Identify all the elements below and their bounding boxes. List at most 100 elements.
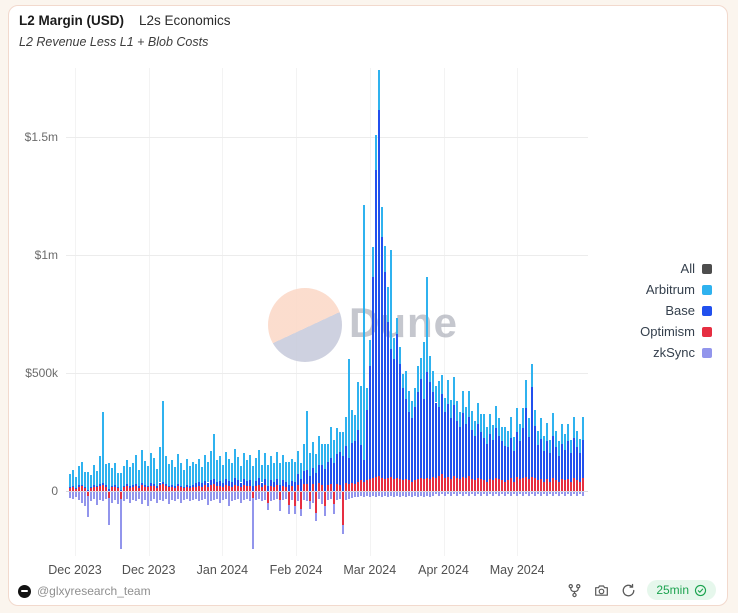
fork-icon[interactable] bbox=[566, 582, 582, 598]
bar-segment-base bbox=[537, 444, 539, 481]
bar-segment-zksync-negative bbox=[90, 492, 92, 502]
bar-segment-optimism bbox=[189, 487, 191, 491]
bar-segment-zksync-negative bbox=[261, 492, 263, 502]
bar-segment-arbitrum bbox=[120, 473, 122, 490]
bar-segment-arbitrum bbox=[486, 427, 488, 444]
bar-segment-base bbox=[267, 485, 269, 491]
legend-item-all[interactable]: All bbox=[681, 261, 712, 276]
bar-segment-arbitrum bbox=[123, 465, 125, 486]
bar-segment-base bbox=[303, 471, 305, 485]
bar-segment-arbitrum bbox=[489, 414, 491, 435]
bar-segment-optimism-negative bbox=[333, 492, 335, 504]
bar-segment-arbitrum bbox=[444, 397, 446, 412]
bar-segment-optimism bbox=[93, 486, 95, 491]
bar-segment-base bbox=[243, 479, 245, 486]
bar-segment-arbitrum bbox=[213, 433, 215, 479]
bar-segment-arbitrum bbox=[249, 455, 251, 480]
bar-segment-base bbox=[171, 484, 173, 487]
refresh-history-icon[interactable] bbox=[620, 582, 636, 598]
bar-segment-optimism bbox=[330, 483, 332, 491]
bar-segment-base bbox=[321, 464, 323, 485]
bar-segment-zksync-negative bbox=[525, 492, 527, 495]
dashboard-context[interactable]: L2s Economics bbox=[139, 13, 231, 28]
bar-segment-zksync-negative bbox=[162, 492, 164, 502]
bar-segment-base bbox=[363, 460, 365, 482]
bar-segment-base bbox=[318, 464, 320, 484]
bar-segment-zksync-negative bbox=[477, 492, 479, 495]
screenshot-camera-icon[interactable] bbox=[593, 582, 609, 598]
bar-segment-base bbox=[105, 485, 107, 487]
bar-segment-base bbox=[348, 457, 350, 484]
bar-segment-optimism bbox=[369, 479, 371, 491]
legend-item-arbitrum[interactable]: Arbitrum bbox=[646, 282, 712, 297]
bar-segment-arbitrum bbox=[573, 416, 575, 438]
bar-segment-zksync-negative bbox=[456, 492, 458, 496]
bar-segment-base bbox=[480, 432, 482, 480]
bar-segment-arbitrum bbox=[309, 453, 311, 476]
bar-segment-base bbox=[456, 421, 458, 478]
bar-segment-arbitrum bbox=[333, 440, 335, 463]
bar-segment-arbitrum bbox=[252, 465, 254, 486]
refresh-status-pill[interactable]: 25min bbox=[647, 580, 716, 600]
bar-segment-optimism bbox=[384, 479, 386, 491]
bar-segment-arbitrum bbox=[363, 205, 365, 461]
bar-segment-base bbox=[549, 453, 551, 482]
bar-segment-optimism-negative bbox=[279, 492, 281, 501]
bar-segment-optimism bbox=[141, 485, 143, 491]
bar-segment-arbitrum bbox=[153, 458, 155, 485]
bar-segment-zksync-negative bbox=[498, 492, 500, 496]
bar-segment-base bbox=[471, 429, 473, 480]
bar-segment-zksync-negative bbox=[249, 492, 251, 502]
bar-segment-zksync-negative bbox=[279, 500, 281, 511]
bar-segment-optimism bbox=[156, 487, 158, 491]
bar-segment-arbitrum bbox=[420, 357, 422, 379]
bar-segment-optimism bbox=[318, 483, 320, 491]
bar-segment-base bbox=[582, 440, 584, 478]
bar-segment-arbitrum bbox=[423, 342, 425, 399]
legend-item-base[interactable]: Base bbox=[665, 303, 712, 318]
bar-segment-base bbox=[252, 485, 254, 491]
bar-segment-arbitrum bbox=[330, 427, 332, 458]
bar-segment-arbitrum bbox=[579, 439, 581, 454]
bar-segment-optimism bbox=[327, 485, 329, 491]
bar-segment-zksync-negative bbox=[537, 492, 539, 495]
legend-item-optimism[interactable]: Optimism bbox=[640, 324, 712, 339]
bar-segment-zksync-negative bbox=[126, 492, 128, 500]
bar-segment-arbitrum bbox=[90, 475, 92, 488]
bar-segment-base bbox=[159, 482, 161, 486]
bar-segment-arbitrum bbox=[93, 465, 95, 486]
bar-segment-base bbox=[408, 411, 410, 481]
bar-segment-optimism bbox=[405, 479, 407, 491]
bar-segment-zksync-negative bbox=[177, 492, 179, 500]
bar-segment-base bbox=[561, 443, 563, 480]
bar-segment-arbitrum bbox=[546, 422, 548, 442]
y-tick-label: $1.5m bbox=[24, 130, 58, 144]
bar-segment-optimism bbox=[447, 476, 449, 491]
bar-segment-base bbox=[570, 453, 572, 482]
bar-segment-zksync-negative bbox=[423, 492, 425, 497]
bar-segment-base bbox=[555, 447, 557, 481]
bar-segment-zksync-negative bbox=[78, 492, 80, 501]
bar-segment-optimism bbox=[438, 475, 440, 491]
bar-segment-arbitrum bbox=[144, 461, 146, 485]
bar-segment-base bbox=[339, 451, 341, 485]
author-credit[interactable]: @glxyresearch_team bbox=[18, 584, 151, 598]
bar-segment-base bbox=[189, 486, 191, 488]
bar-segment-zksync-negative bbox=[564, 492, 566, 496]
bar-segment-optimism bbox=[477, 478, 479, 491]
bar-segment-zksync-negative bbox=[312, 492, 314, 503]
bar-segment-arbitrum bbox=[276, 451, 278, 479]
chart-card bbox=[8, 5, 728, 606]
legend-item-zksync[interactable]: zkSync bbox=[653, 345, 712, 360]
bar-segment-optimism bbox=[504, 481, 506, 491]
bar-segment-optimism bbox=[126, 486, 128, 491]
bar-segment-arbitrum bbox=[468, 390, 470, 417]
bar-segment-arbitrum bbox=[408, 390, 410, 412]
bar-segment-zksync-negative bbox=[507, 492, 509, 495]
bar-segment-arbitrum bbox=[471, 410, 473, 430]
bar-segment-arbitrum bbox=[99, 455, 101, 484]
bar-segment-arbitrum bbox=[516, 408, 518, 432]
bar-segment-optimism bbox=[255, 486, 257, 491]
bar-segment-arbitrum bbox=[162, 401, 164, 482]
bar-segment-base bbox=[207, 482, 209, 487]
